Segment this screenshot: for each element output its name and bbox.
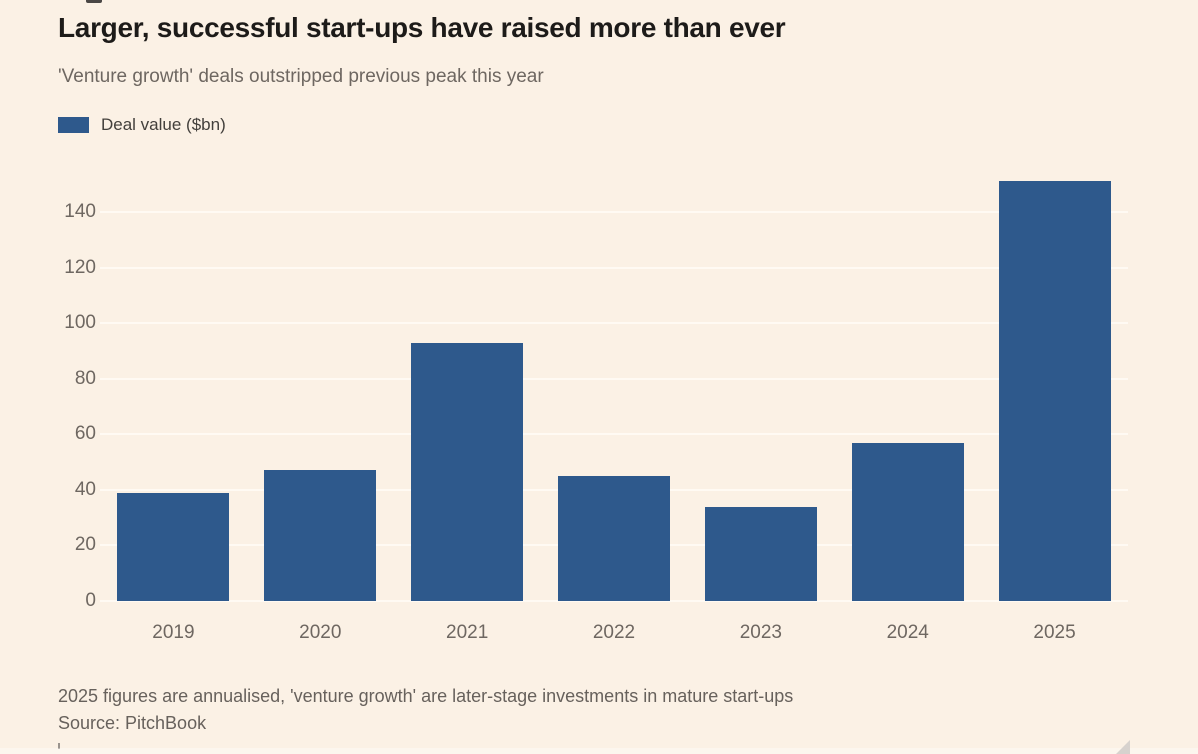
cropped-top-artifact	[86, 0, 102, 3]
x-tick-label-2021: 2021	[446, 622, 489, 643]
bar-2024	[851, 442, 964, 601]
y-tick-label-80: 80	[74, 367, 96, 389]
bar-2021	[411, 342, 524, 601]
y-tick-label-0: 0	[85, 590, 96, 611]
legend: Deal value ($bn)	[58, 115, 226, 135]
chart-title: Larger, successful start-ups have raised…	[58, 12, 786, 43]
bar-2023	[704, 506, 817, 601]
footnote: 2025 figures are annualised, 'venture gr…	[58, 686, 794, 706]
y-tick-label-140: 140	[64, 200, 96, 222]
bar-2020	[264, 470, 377, 601]
gridline-60	[100, 433, 1128, 436]
x-tick-label-2023: 2023	[739, 622, 782, 643]
gridline-100	[100, 322, 1128, 325]
bar-2022	[558, 475, 670, 601]
resize-corner-artifact	[1116, 740, 1130, 754]
bar-chart: 0 20 40 60 80 100 120 140 2019 2020 2021 2022 2023 2…	[0, 148, 1198, 658]
x-tick-label-2024: 2024	[886, 622, 929, 643]
y-tick-label-40: 40	[74, 478, 96, 500]
legend-swatch-icon	[58, 117, 89, 133]
gridline-0	[100, 600, 1128, 602]
x-tick-label-2019: 2019	[152, 622, 195, 643]
source-credit: Source: PitchBook	[58, 713, 207, 733]
chart-subtitle: 'Venture growth' deals outstripped previ…	[58, 66, 544, 87]
bar-2019	[117, 492, 230, 601]
x-tick-label-2022: 2022	[592, 622, 636, 643]
plot-area	[100, 148, 1128, 602]
gridline-120	[100, 266, 1128, 269]
y-axis: 0 20 40 60 80 100 120 140	[0, 148, 96, 611]
gridline-140	[100, 210, 1128, 213]
bottom-left-artifact	[58, 743, 60, 749]
y-tick-label-60: 60	[74, 423, 96, 445]
y-tick-label-20: 20	[74, 534, 96, 556]
y-tick-label-120: 120	[64, 256, 96, 278]
y-tick-label-100: 100	[64, 312, 96, 334]
x-tick-label-2020: 2020	[299, 622, 342, 643]
bar-2025	[998, 181, 1111, 601]
x-axis: 2019 2020 2021 2022 2023 2024 2025	[100, 622, 1128, 652]
legend-label: Deal value ($bn)	[101, 115, 226, 134]
x-tick-label-2025: 2025	[1033, 622, 1076, 643]
gridline-80	[100, 377, 1128, 380]
bottom-edge-strip	[0, 748, 1198, 754]
